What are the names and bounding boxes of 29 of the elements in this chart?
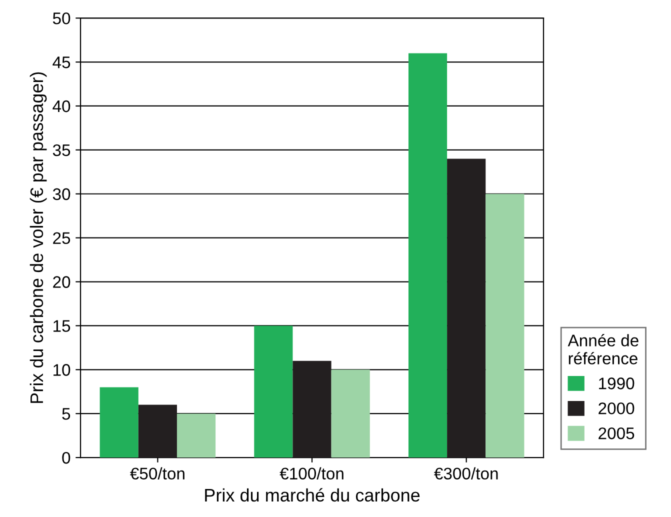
y-tick-label: 15 — [54, 320, 70, 332]
x-tick-label: €100/ton — [280, 467, 344, 480]
bar — [331, 370, 370, 458]
y-tick-label: 10 — [54, 364, 70, 376]
legend-label: 2000 — [598, 402, 634, 414]
bar — [100, 387, 138, 458]
bar — [447, 158, 486, 458]
y-tick-label: 35 — [52, 144, 70, 156]
legend-label: 1990 — [599, 378, 634, 390]
legend-label: 2005 — [598, 427, 634, 440]
x-tick-label: €300/ton — [434, 467, 498, 480]
bar — [254, 326, 293, 458]
y-tick-label: 40 — [52, 100, 70, 112]
y-tick-label: 50 — [52, 12, 70, 24]
bar — [408, 53, 448, 458]
y-tick-label: 0 — [62, 452, 70, 464]
bar — [292, 360, 332, 458]
y-tick-label: 45 — [52, 56, 70, 68]
legend-title: Année de référence — [568, 334, 638, 364]
y-tick-label: 30 — [52, 188, 70, 200]
bar — [176, 414, 216, 458]
bar — [486, 194, 524, 458]
bar — [138, 404, 177, 458]
y-tick-label: 25 — [53, 232, 70, 244]
y-tick-label: 5 — [62, 408, 70, 420]
x-tick-label: €50/ton — [130, 467, 184, 480]
y-tick-label: 20 — [53, 276, 70, 288]
x-axis-title: Prix du marché du carbone — [205, 488, 420, 502]
y-axis-title: Prix du carbone de voler (€ par passager) — [30, 72, 47, 403]
